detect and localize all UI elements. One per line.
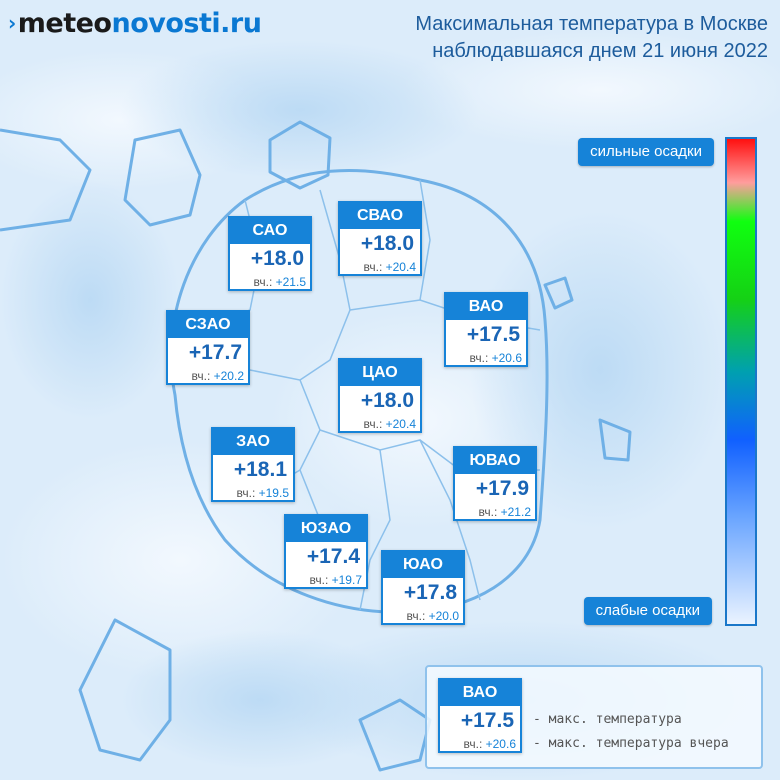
yesterday-prefix: вч.: (309, 573, 329, 587)
yesterday-value: +20.4 (385, 260, 416, 274)
district-card-zao[interactable]: ЗАО +18.1 вч.: +19.5 (211, 427, 295, 502)
district-temp: +17.9 (475, 477, 529, 500)
yesterday-prefix: вч.: (406, 609, 426, 623)
district-name: ВАО (446, 294, 526, 320)
district-yesterday: вч.: +21.5 (230, 275, 310, 289)
district-yesterday: вч.: +19.5 (213, 486, 293, 500)
district-name: САО (230, 218, 310, 244)
district-card-vao[interactable]: ВАО +17.5 вч.: +20.6 (444, 292, 528, 367)
district-temp: +17.5 (466, 323, 520, 346)
district-card-tsao[interactable]: ЦАО +18.0 вч.: +20.4 (338, 358, 422, 433)
district-temp: +18.0 (360, 389, 414, 412)
district-card-sao[interactable]: САО +18.0 вч.: +21.5 (228, 216, 312, 291)
yesterday-value: +20.6 (491, 351, 522, 365)
site-logo[interactable]: ›meteonovosti.ru (8, 8, 262, 39)
district-yesterday: вч.: +19.7 (286, 573, 366, 587)
logo-chevron-icon: › (8, 11, 16, 35)
district-yesterday: вч.: +20.0 (383, 609, 463, 623)
legend-yesterday-desc: - макс. температура вчера (533, 736, 729, 751)
district-name: СВАО (340, 203, 420, 229)
legend-temp-desc: - макс. температура (533, 712, 682, 727)
district-yesterday: вч.: +21.2 (455, 505, 535, 519)
yesterday-prefix: вч.: (253, 275, 273, 289)
district-name: СЗАО (168, 312, 248, 338)
district-name: ЮЗАО (286, 516, 366, 542)
yesterday-prefix: вч.: (463, 737, 483, 751)
yesterday-value: +20.0 (428, 609, 459, 623)
yesterday-prefix: вч.: (363, 260, 383, 274)
page-title: Максимальная температура в Москве наблюд… (415, 11, 768, 65)
district-name: ЦАО (340, 360, 420, 386)
scale-label-weak: слабые осадки (583, 597, 712, 625)
district-yesterday: вч.: +20.4 (340, 417, 420, 431)
district-temp: +17.7 (188, 341, 242, 364)
logo-part2: novosti.ru (111, 8, 262, 39)
yesterday-prefix: вч.: (236, 486, 256, 500)
district-yesterday: вч.: +20.2 (168, 369, 248, 383)
legend-sample-yesterday: вч.: +20.6 (440, 737, 520, 751)
district-card-szao[interactable]: СЗАО +17.7 вч.: +20.2 (166, 310, 250, 385)
district-temp: +18.1 (233, 458, 287, 481)
district-temp: +18.0 (360, 232, 414, 255)
district-temp: +17.4 (306, 545, 360, 568)
precipitation-color-scale (725, 137, 757, 626)
legend-sample-temp: +17.5 (460, 709, 514, 732)
title-line1: Максимальная температура в Москве (415, 13, 768, 35)
city-boundary (0, 120, 632, 772)
district-temp: +17.8 (403, 581, 457, 604)
yesterday-value: +20.6 (485, 737, 516, 751)
legend-sample-card: ВАО +17.5 вч.: +20.6 (438, 678, 522, 753)
scale-label-strong: сильные осадки (578, 138, 714, 166)
yesterday-prefix: вч.: (469, 351, 489, 365)
yesterday-prefix: вч.: (478, 505, 498, 519)
district-card-yuvao[interactable]: ЮВАО +17.9 вч.: +21.2 (453, 446, 537, 521)
yesterday-value: +20.4 (385, 417, 416, 431)
district-card-yuao[interactable]: ЮАО +17.8 вч.: +20.0 (381, 550, 465, 625)
yesterday-value: +19.7 (331, 573, 362, 587)
district-name: ЮАО (383, 552, 463, 578)
legend-sample-name: ВАО (440, 680, 520, 706)
yesterday-prefix: вч.: (363, 417, 383, 431)
title-line2: наблюдавшаяся днем 21 июня 2022 (432, 40, 768, 62)
district-yesterday: вч.: +20.4 (340, 260, 420, 274)
district-yesterday: вч.: +20.6 (446, 351, 526, 365)
yesterday-value: +19.5 (258, 486, 289, 500)
yesterday-value: +20.2 (213, 369, 244, 383)
yesterday-value: +21.5 (275, 275, 306, 289)
yesterday-prefix: вч.: (191, 369, 211, 383)
district-card-yuzao[interactable]: ЮЗАО +17.4 вч.: +19.7 (284, 514, 368, 589)
district-name: ЗАО (213, 429, 293, 455)
logo-part1: meteo (17, 8, 112, 39)
yesterday-value: +21.2 (500, 505, 531, 519)
district-temp: +18.0 (250, 247, 304, 270)
district-name: ЮВАО (455, 448, 535, 474)
district-card-svao[interactable]: СВАО +18.0 вч.: +20.4 (338, 201, 422, 276)
